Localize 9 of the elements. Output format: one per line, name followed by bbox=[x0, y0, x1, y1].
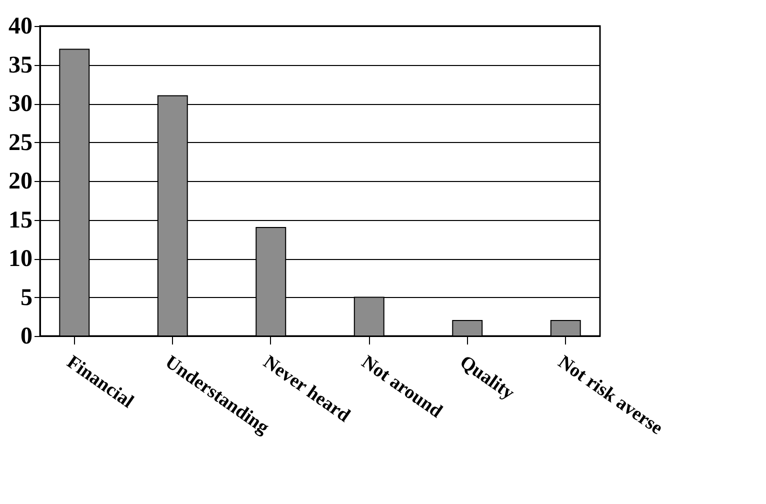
y-tick-label: 40 bbox=[8, 14, 32, 40]
y-tick-label: 5 bbox=[20, 284, 32, 311]
y-tick-label: 10 bbox=[8, 246, 32, 272]
y-tick-label: 30 bbox=[8, 91, 32, 117]
y-tick-label: 35 bbox=[8, 52, 32, 78]
y-tick-label: 20 bbox=[8, 168, 32, 194]
y-tick-label: 15 bbox=[8, 207, 32, 234]
y-tick-label: 25 bbox=[8, 130, 32, 156]
y-tick-label: 0 bbox=[20, 324, 32, 350]
